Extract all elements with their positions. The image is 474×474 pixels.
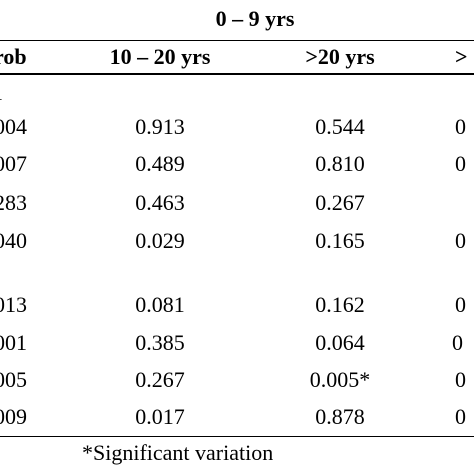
cell-cut: 0	[455, 367, 466, 392]
cell-over-20: 0.810	[315, 151, 365, 176]
cell-cut: 0	[452, 330, 463, 355]
cell-10-20: 0.489	[135, 151, 185, 176]
footnote: *Significant variation	[82, 440, 274, 465]
cell-10-20: 0.029	[135, 228, 185, 253]
cell-cut: 0	[455, 404, 466, 429]
cell-over-20: 0.165	[315, 228, 365, 253]
cell-over-20: 0.267	[315, 190, 365, 215]
cell-cut: 0	[455, 114, 466, 139]
cell-cut: 0	[455, 292, 466, 317]
row-label: 013	[0, 292, 27, 317]
row-label: 283	[0, 190, 27, 215]
row-label: 009	[0, 404, 27, 429]
row-label: 040	[0, 228, 27, 253]
cell-over-20: 0.064	[315, 330, 365, 355]
cell-cut: 0	[455, 151, 466, 176]
cell-over-20: 0.162	[315, 292, 365, 317]
column-header-cut: >	[455, 44, 468, 69]
row-label: 005	[0, 367, 27, 392]
cell-10-20: 0.017	[135, 404, 185, 429]
group-header: 0 – 9 yrs	[215, 6, 295, 31]
cell-10-20: 0.385	[135, 330, 185, 355]
cell-10-20: 0.913	[135, 114, 185, 139]
row-label: 007	[0, 151, 27, 176]
cell-over-20: 0.878	[315, 404, 365, 429]
cell-over-20: 0.544	[315, 114, 365, 139]
cell-over-20: 0.005*	[309, 367, 371, 392]
column-header-over-20: >20 yrs	[305, 44, 375, 69]
cell-10-20: 0.081	[135, 292, 185, 317]
cell-10-20: 0.267	[135, 367, 185, 392]
column-header-10-20: 10 – 20 yrs	[109, 44, 211, 69]
cell-cut: 0	[455, 228, 466, 253]
group-header-rule	[0, 40, 474, 41]
row-label: 004	[0, 114, 27, 139]
column-header-prob: rob	[0, 44, 27, 69]
cell-10-20: 0.463	[135, 190, 185, 215]
bottom-rule	[0, 436, 474, 437]
row-label: 001	[0, 330, 27, 355]
section-a-stub: 1	[0, 80, 32, 106]
header-rule	[0, 73, 474, 75]
